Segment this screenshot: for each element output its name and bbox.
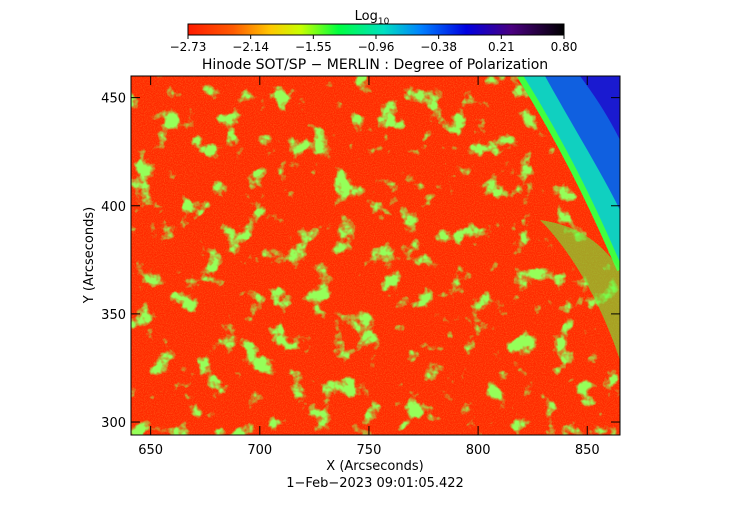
colorbar-tick-label: −2.14: [232, 40, 269, 54]
colorbar-title: Log10: [355, 9, 390, 27]
timestamp: 1−Feb−2023 09:01:05.422: [286, 476, 464, 491]
x-tick-label: 850: [575, 443, 600, 458]
x-axis-label: X (Arcseconds): [326, 459, 423, 474]
y-tick-label: 300: [101, 416, 126, 431]
colorbar-gradient: [187, 23, 565, 36]
x-tick-label: 700: [247, 443, 272, 458]
x-axis-ticks: 650 700 750 800 850: [138, 76, 600, 458]
y-tick-label: 350: [101, 308, 126, 323]
x-tick-label: 750: [357, 443, 382, 458]
y-axis-label: Y (Arcseconds): [82, 207, 97, 304]
colorbar: Log10 −2.73 −2.14 −1.55 −0.96 −0.38 0.21 0.80: [170, 9, 578, 54]
colorbar-ticks: −2.73 −2.14 −1.55 −0.96 −0.38 0.21 0.80: [170, 35, 578, 54]
colorbar-tick-label: −0.38: [420, 40, 457, 54]
y-axis-ticks: 300 350 400 450: [101, 92, 620, 431]
chart-title: Hinode SOT/SP − MERLIN : Degree of Polar…: [202, 57, 548, 73]
y-tick-label: 450: [101, 92, 126, 107]
colorbar-tick-label: 0.21: [488, 40, 515, 54]
y-tick-label: 400: [101, 200, 126, 215]
colorbar-tick-label: −1.55: [295, 40, 332, 54]
heatmap-image: [131, 76, 620, 435]
x-tick-label: 650: [138, 443, 163, 458]
x-tick-label: 800: [466, 443, 491, 458]
colorbar-tick-label: 0.80: [551, 40, 578, 54]
plot-frame: [130, 75, 621, 436]
colorbar-tick-label: −2.73: [170, 40, 207, 54]
colorbar-tick-label: −0.96: [358, 40, 395, 54]
